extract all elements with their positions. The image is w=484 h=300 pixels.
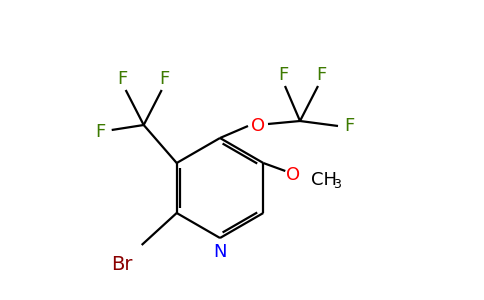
- Text: 3: 3: [333, 178, 341, 191]
- Text: F: F: [160, 70, 170, 88]
- Text: O: O: [251, 117, 265, 135]
- Text: F: F: [316, 66, 326, 84]
- Text: F: F: [344, 117, 354, 135]
- Text: F: F: [118, 70, 128, 88]
- Text: Br: Br: [111, 256, 133, 274]
- Text: F: F: [278, 66, 288, 84]
- Text: O: O: [286, 166, 301, 184]
- Text: CH: CH: [311, 171, 337, 189]
- Text: F: F: [95, 123, 106, 141]
- Text: N: N: [213, 243, 227, 261]
